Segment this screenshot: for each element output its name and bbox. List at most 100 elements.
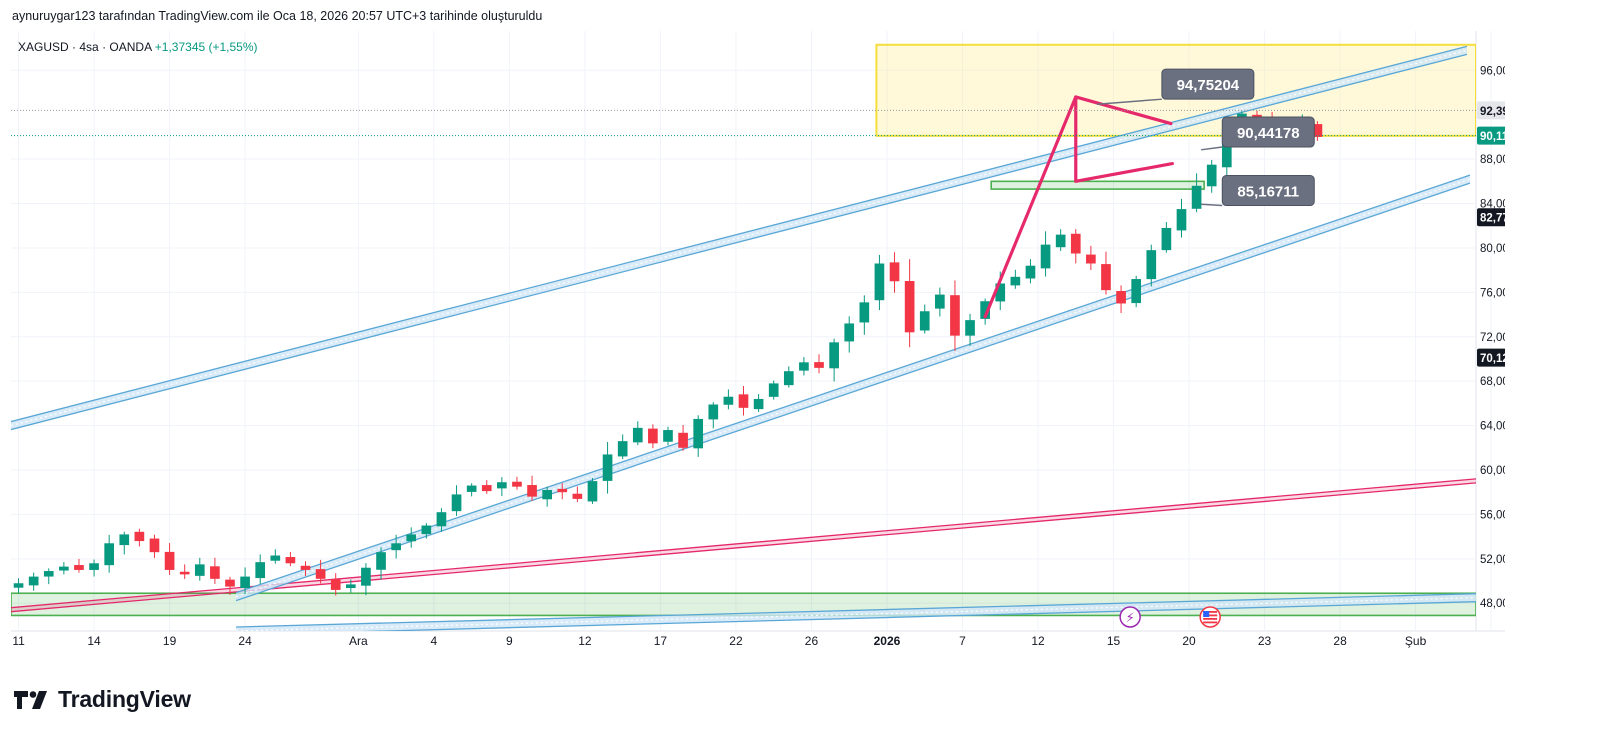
candle: [194, 557, 205, 581]
candle: [481, 480, 492, 494]
triangle-lower-leg: [1074, 95, 1175, 183]
candle: [587, 478, 598, 504]
candle-body: [1101, 264, 1111, 291]
tradingview-brand[interactable]: TradingView: [14, 686, 191, 713]
price-chart[interactable]: 94,75204 90,44178 85,16711 ⚡ 48,00000 52,0000…: [11, 31, 1505, 665]
us-flag-stripe: [1203, 611, 1218, 613]
time-tick-label: 20: [1182, 634, 1196, 648]
time-tick-label: Ara: [349, 634, 368, 648]
candle: [783, 366, 794, 388]
candle: [436, 508, 447, 532]
candle-body: [59, 566, 69, 571]
time-tick-label: 12: [578, 634, 592, 648]
candle: [935, 287, 945, 317]
candle: [874, 254, 885, 311]
candle-body: [1070, 233, 1081, 254]
candle-body: [783, 371, 794, 386]
candle: [345, 579, 356, 593]
candle: [1312, 121, 1323, 141]
candle-body: [285, 557, 296, 564]
candle: [572, 486, 583, 503]
symbol-legend[interactable]: XAGUSD · 4sa · OANDA +1,37345 (+1,55%): [18, 40, 258, 54]
time-tick-label: 9: [506, 634, 513, 648]
candle-body: [1055, 234, 1066, 248]
chart-frame[interactable]: 94,75204 90,44178 85,16711 ⚡ 48,00000 52,0000…: [11, 31, 1505, 665]
candle-body: [889, 262, 900, 282]
upper-channel-bottom: [11, 53, 1468, 431]
candle-body: [89, 563, 99, 570]
bottom-channel-band: [236, 593, 1476, 631]
candle: [59, 562, 69, 575]
callout-pointer: [1096, 98, 1162, 106]
candle-body: [738, 394, 749, 408]
candle: [164, 543, 175, 575]
candle: [1146, 244, 1157, 287]
candle-body: [1161, 227, 1172, 251]
candle-body: [149, 538, 160, 553]
candle: [179, 564, 190, 579]
symbol-name: XAGUSD: [18, 40, 69, 54]
candle: [648, 424, 658, 449]
candle-body: [874, 263, 885, 301]
candle-body: [240, 576, 250, 589]
candle-body: [300, 565, 311, 570]
candle: [43, 568, 54, 585]
bottom-channel-bottom: [360, 601, 1476, 631]
candle: [300, 561, 311, 577]
candle: [1101, 251, 1111, 295]
candle: [210, 557, 220, 584]
symbol-broker: OANDA: [109, 40, 152, 54]
time-tick-label: 28: [1333, 634, 1347, 648]
price-tick-label: 60,00000: [1480, 465, 1505, 477]
price-tick-label: 88,00000: [1480, 154, 1505, 166]
candle-body: [391, 543, 401, 551]
candle-body: [768, 383, 779, 397]
price-tick-label: 72,00000: [1480, 332, 1505, 344]
plot-layer: 94,75204 90,44178 85,16711: [11, 43, 1476, 631]
candle-body: [466, 485, 477, 492]
candle: [632, 421, 643, 446]
lightning-icon-glyph: ⚡: [1126, 611, 1135, 626]
candle: [391, 534, 401, 559]
callout-pointer: [1201, 146, 1223, 151]
candle: [1131, 275, 1142, 308]
symbol-change: +1,37345 (+1,55%): [154, 40, 258, 54]
candle: [1176, 198, 1187, 238]
candle-body: [1025, 265, 1036, 279]
candle-body: [829, 342, 839, 369]
candle: [527, 475, 537, 501]
candle: [1191, 173, 1202, 213]
candle-body: [210, 566, 220, 579]
candle-body: [814, 362, 824, 368]
tradingview-logo-icon: [14, 690, 47, 709]
candle: [240, 567, 250, 594]
candle: [829, 338, 839, 382]
candle: [708, 402, 719, 429]
candle-body: [1146, 250, 1157, 280]
candle-body: [194, 564, 205, 576]
candle-body: [270, 555, 281, 561]
callout-label: 94,75204: [1177, 77, 1240, 94]
candle-body: [481, 485, 492, 492]
callout-box: [1221, 116, 1315, 148]
candle-body: [935, 294, 945, 309]
candle: [149, 534, 160, 558]
candle-body: [1086, 254, 1096, 264]
us-flag-stripe: [1203, 614, 1218, 617]
candle: [844, 316, 855, 353]
brand-name: TradingView: [58, 686, 191, 712]
candle-body: [950, 295, 960, 336]
candle-body: [164, 551, 175, 570]
candle: [965, 313, 975, 346]
candle: [270, 549, 281, 564]
price-tick-label: 52,00000: [1480, 554, 1505, 566]
candle-body: [436, 512, 447, 527]
bottom-channel-dots: [236, 597, 1476, 631]
candle-body: [602, 454, 613, 481]
time-tick-label: Şub: [1405, 634, 1427, 648]
candle: [693, 415, 704, 457]
candle-body: [512, 481, 522, 487]
time-tick-label: 7: [959, 634, 966, 648]
candle: [1070, 229, 1081, 264]
candle: [406, 527, 417, 548]
